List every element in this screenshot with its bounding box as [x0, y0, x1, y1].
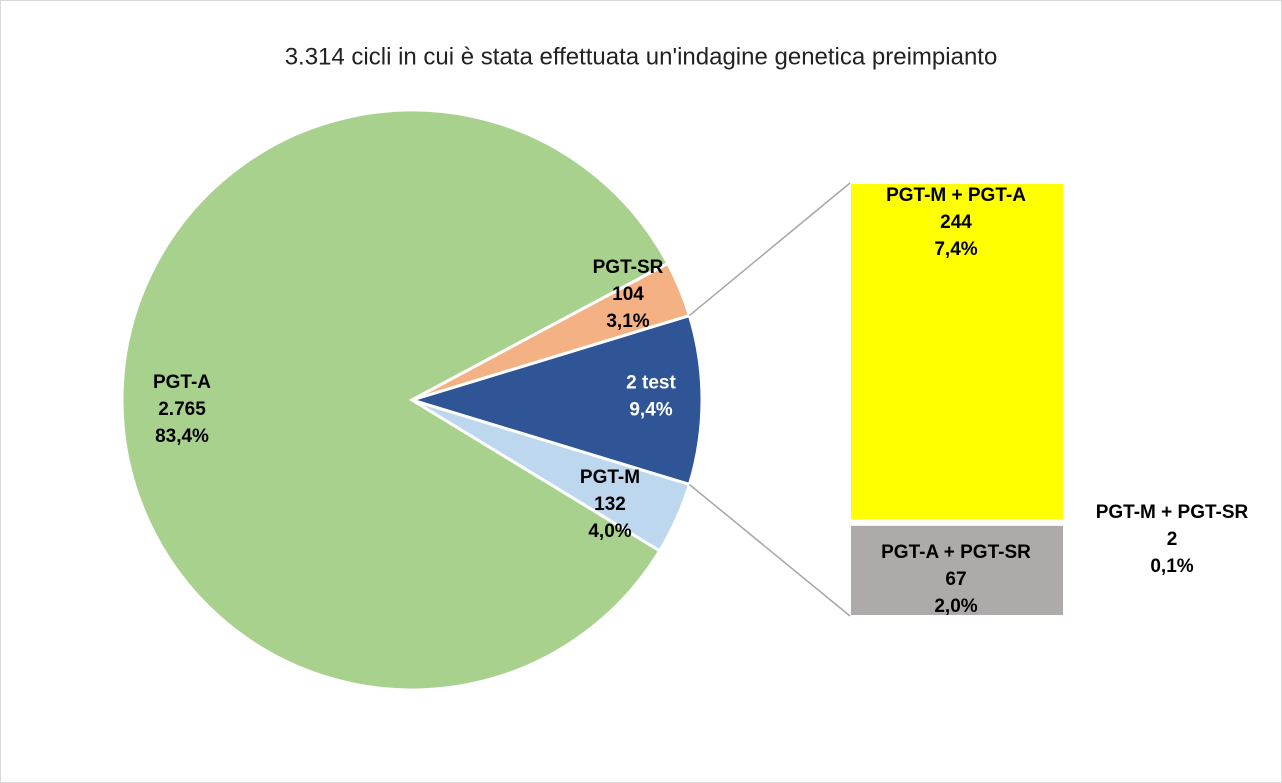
- data-label: 2.765: [158, 399, 206, 420]
- data-label: 2,0%: [934, 596, 977, 617]
- data-label: 7,4%: [934, 239, 977, 260]
- data-label: PGT-A: [153, 372, 211, 393]
- pie-slice: [406, 313, 704, 487]
- data-label: 244: [940, 212, 972, 233]
- data-label: 104: [612, 284, 644, 305]
- breakdown-bar: [849, 182, 1065, 522]
- data-label: PGT-A + PGT-SR: [881, 542, 1031, 563]
- data-label: 83,4%: [155, 426, 209, 447]
- data-label: PGT-M + PGT-SR: [1096, 502, 1249, 523]
- data-label: 67: [945, 569, 966, 590]
- breakdown-bar: [849, 523, 1065, 617]
- chart-title: 3.314 cicli in cui è stata effettuata un…: [285, 43, 998, 70]
- data-label: 3,1%: [606, 311, 649, 332]
- data-label: PGT-SR: [593, 257, 664, 278]
- data-label: 132: [594, 494, 626, 515]
- data-label: PGT-M: [580, 467, 640, 488]
- data-label: 4,0%: [588, 521, 631, 542]
- data-label: 2 test: [626, 373, 676, 394]
- data-label: 2: [1167, 529, 1178, 550]
- data-label: 0,1%: [1150, 556, 1193, 577]
- data-label: PGT-M + PGT-A: [886, 185, 1026, 206]
- data-label: 9,4%: [629, 400, 672, 421]
- pie-slice: [120, 108, 670, 692]
- connector-line: [688, 483, 851, 617]
- connector-line: [688, 182, 851, 317]
